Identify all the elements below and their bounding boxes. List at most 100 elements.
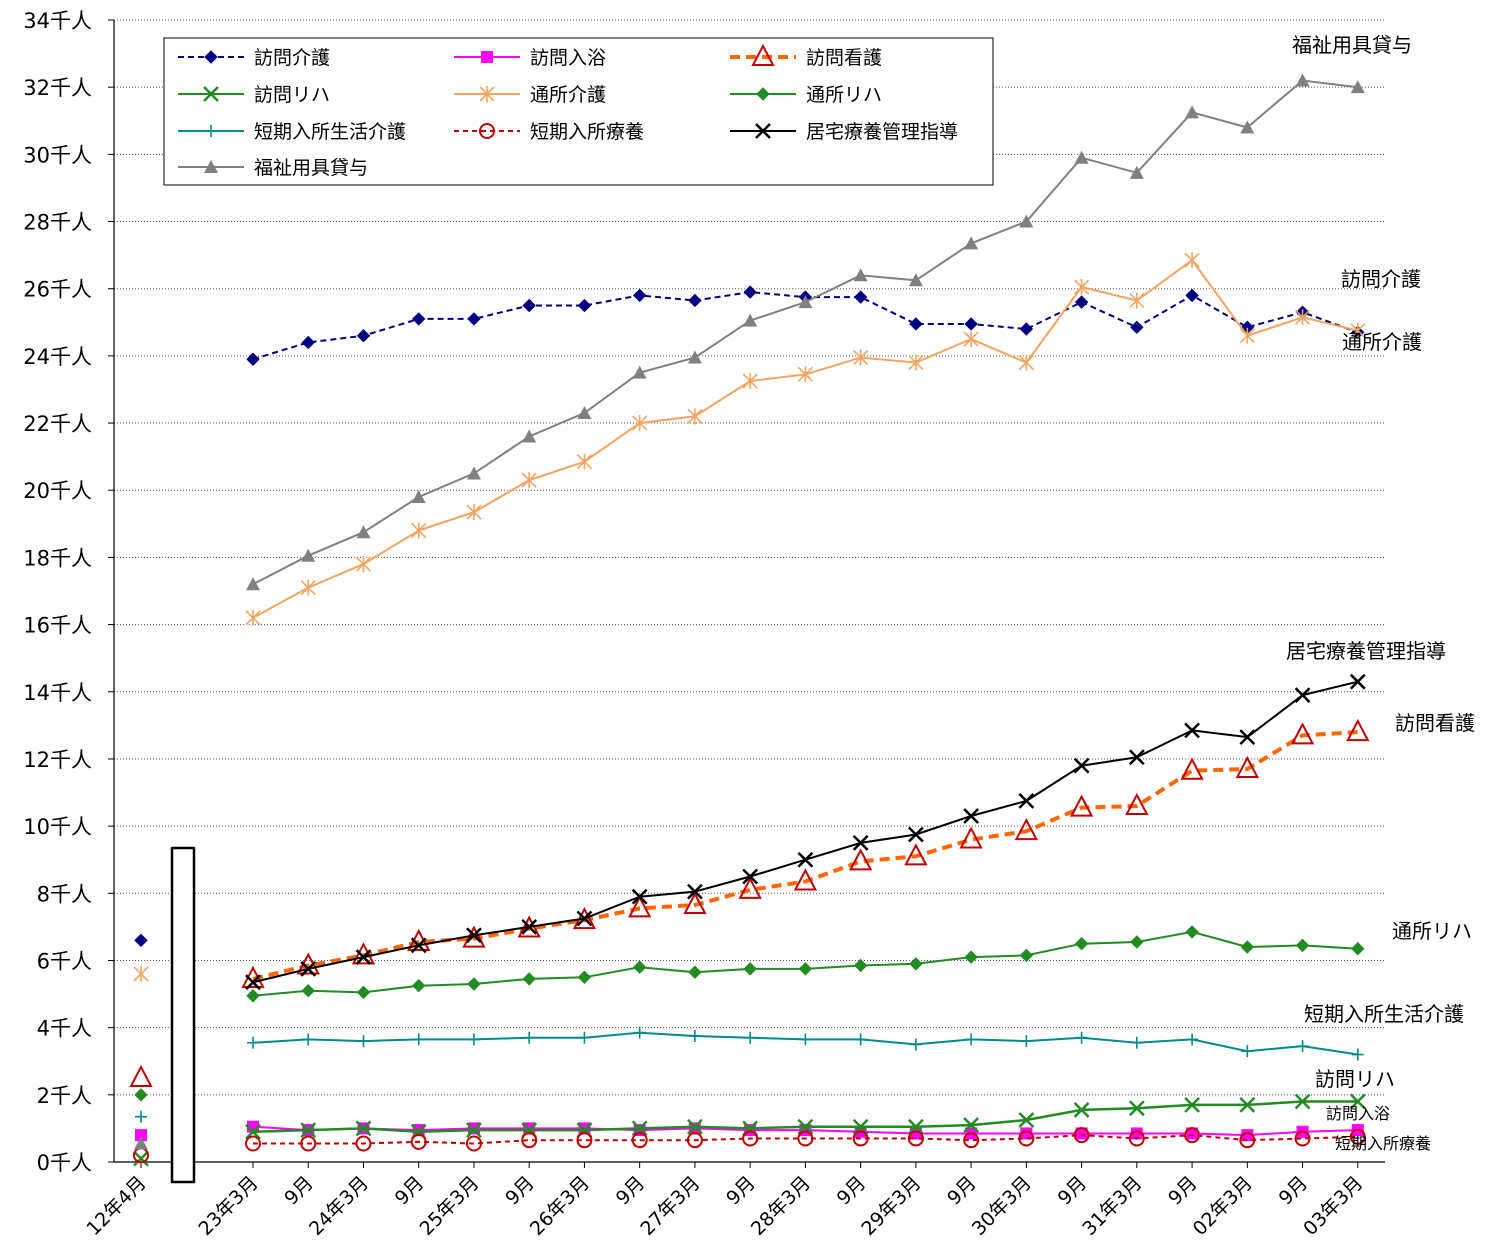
data-point (686, 1132, 703, 1149)
data-point (355, 1135, 372, 1152)
data-point (523, 1031, 536, 1044)
data-point (632, 960, 647, 974)
axis-break (170, 846, 196, 1184)
data-point (357, 1035, 370, 1048)
x-tick-label: 9月 (722, 1172, 760, 1210)
legend-marker (203, 86, 219, 102)
data-point (1350, 80, 1365, 94)
data-point (1130, 1127, 1143, 1140)
data-point (467, 312, 481, 326)
data-point (1018, 1130, 1035, 1147)
data-point (904, 843, 928, 866)
y-tick-label: 34千人 (23, 9, 92, 33)
x-tick-label: 9月 (391, 1172, 429, 1210)
data-point (1018, 354, 1034, 371)
y-tick-label: 20千人 (23, 479, 92, 503)
data-point (797, 851, 814, 868)
data-point (798, 295, 813, 309)
data-point (1185, 105, 1200, 119)
y-tick-label: 30千人 (23, 143, 92, 167)
data-point (909, 317, 923, 331)
data-point (466, 1122, 482, 1138)
data-point (134, 1136, 148, 1150)
data-point (1295, 73, 1310, 87)
data-point (1073, 757, 1090, 774)
legend-marker (751, 43, 775, 66)
data-point (356, 329, 371, 343)
data-point (1069, 794, 1094, 817)
data-point (134, 1088, 148, 1102)
data-point (742, 1130, 759, 1147)
data-point (853, 958, 868, 973)
y-tick-label: 14千人 (23, 681, 92, 705)
data-point (964, 950, 978, 964)
data-point (1075, 1031, 1088, 1044)
data-point (355, 556, 372, 573)
legend-label: 短期入所生活介護 (254, 121, 406, 143)
data-point (1186, 1127, 1199, 1140)
series-4 (133, 252, 1366, 982)
data-point (466, 504, 482, 521)
data-point (576, 910, 593, 927)
data-point (411, 522, 427, 539)
data-point (1294, 1130, 1311, 1147)
legend-marker (755, 123, 771, 139)
data-point (1130, 935, 1144, 949)
data-point (1241, 1045, 1254, 1058)
data-point (129, 1064, 153, 1088)
data-point (1019, 322, 1034, 336)
data-point (246, 352, 260, 366)
x-tick-label: 9月 (1164, 1172, 1202, 1210)
data-point (1290, 722, 1315, 745)
data-point (576, 453, 593, 470)
data-point (247, 1036, 259, 1049)
data-point (854, 1033, 867, 1046)
y-tick-label: 6千人 (37, 949, 92, 973)
series-9 (134, 73, 1365, 1150)
x-tick-label: 31年3月 (1078, 1172, 1146, 1240)
data-point (628, 895, 652, 918)
legend-marker (481, 51, 493, 63)
data-point (798, 962, 813, 976)
data-point (687, 1118, 703, 1135)
data-point (467, 1033, 480, 1046)
data-point (1019, 948, 1034, 963)
data-point (301, 983, 315, 998)
data-point (1129, 292, 1145, 309)
data-point (1346, 718, 1370, 742)
legend-label: 短期入所療養 (530, 121, 644, 143)
x-tick-label: 9月 (1054, 1172, 1092, 1210)
data-point (521, 472, 537, 489)
data-point (1296, 1040, 1309, 1053)
data-point (1129, 165, 1144, 179)
x-tick-label: 9月 (612, 1172, 650, 1210)
data-point (522, 429, 537, 443)
legend-item: 訪問入浴 (454, 47, 606, 69)
data-point (1180, 757, 1204, 780)
axis-break-bracket (170, 846, 196, 1184)
x-tick-label: 9月 (501, 1172, 539, 1210)
data-point (1074, 936, 1089, 951)
data-point (246, 577, 260, 591)
data-point (965, 1033, 978, 1046)
legend-item: 福祉用具貸与 (178, 157, 368, 179)
data-point (1294, 687, 1311, 704)
legend-item: 通所介護 (454, 84, 606, 106)
data-point (300, 960, 317, 977)
data-point (1128, 749, 1145, 766)
data-point (245, 1123, 261, 1140)
data-point (301, 335, 315, 350)
data-point (1351, 1048, 1364, 1061)
data-point (907, 1130, 924, 1147)
data-point (300, 579, 316, 596)
y-tick-label: 26千人 (23, 278, 92, 302)
y-tick-label: 4千人 (37, 1017, 92, 1041)
data-point (742, 373, 758, 390)
y-axis-ticks: 0千人 2千人 4千人 6千人 8千人 10千人 12千人 14千人 16千人 18千人 20千人 2… (23, 9, 114, 1175)
x-tick-label: 30年3月 (968, 1172, 1036, 1240)
data-point (1241, 1129, 1254, 1142)
data-point (797, 1130, 814, 1147)
